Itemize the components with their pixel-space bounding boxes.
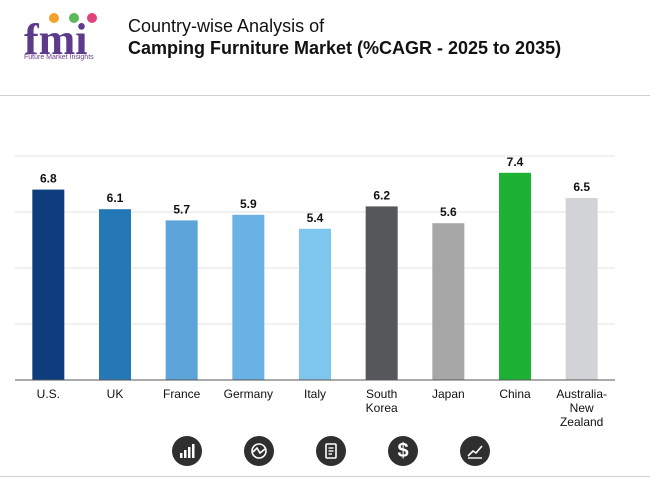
- bar: [499, 172, 531, 380]
- category-label: Germany: [224, 387, 273, 401]
- bar: [565, 198, 598, 380]
- bar-chart: 6.8 U.S. 6.1 UK 5.7 France 5.9 Germany 5.4 Italy 6…: [15, 155, 615, 429]
- data-label: 6.1: [107, 191, 124, 205]
- category-label: China: [499, 387, 531, 401]
- data-label: 6.8: [40, 172, 57, 186]
- category-label: Zealand: [560, 415, 603, 429]
- chart-circle-icon[interactable]: [244, 436, 274, 466]
- data-label: 5.6: [440, 205, 457, 219]
- header: fmi Future Market Insights Country-wise …: [0, 0, 650, 96]
- data-label: 6.5: [573, 180, 590, 194]
- data-label: 5.4: [307, 211, 324, 225]
- footer-icon-row: $: [0, 436, 650, 470]
- category-label: Australia-: [556, 387, 607, 401]
- category-label: Korea: [366, 401, 398, 415]
- category-label: Italy: [304, 387, 326, 401]
- category-label: U.S.: [37, 387, 60, 401]
- logo-text: fmi: [24, 15, 88, 64]
- data-label: 6.2: [373, 188, 390, 202]
- dollar-icon[interactable]: $: [388, 436, 418, 466]
- category-label: Japan: [432, 387, 465, 401]
- bar: [432, 223, 465, 380]
- bar: [299, 228, 331, 380]
- footer-divider: [0, 476, 650, 477]
- bar-growth-icon[interactable]: [172, 436, 202, 466]
- category-label: South: [366, 387, 397, 401]
- category-label: UK: [107, 387, 124, 401]
- data-label: 7.4: [507, 155, 524, 169]
- bar: [232, 214, 265, 380]
- data-label: 5.9: [240, 197, 257, 211]
- category-label: New: [570, 401, 594, 415]
- chart-title-line2: Camping Furniture Market (%CAGR - 2025 t…: [128, 38, 562, 58]
- bar: [165, 220, 198, 380]
- chart-title-line1: Country-wise Analysis of: [128, 16, 325, 36]
- header-divider: [0, 95, 650, 96]
- bar: [365, 206, 398, 380]
- logo-tagline: Future Market Insights: [24, 54, 94, 61]
- trend-icon[interactable]: [460, 436, 490, 466]
- data-label: 5.7: [173, 202, 190, 216]
- report-icon[interactable]: [316, 436, 346, 466]
- fmi-logo: fmi: [24, 13, 97, 64]
- bar: [32, 189, 65, 380]
- bar: [99, 209, 131, 380]
- category-label: France: [163, 387, 201, 401]
